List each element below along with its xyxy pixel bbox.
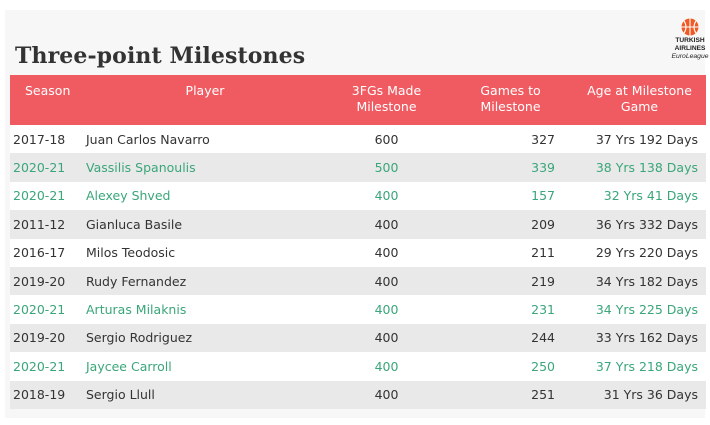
header-3fgs-made-line-2: Milestone bbox=[356, 99, 417, 114]
cell-games: 250 bbox=[531, 358, 555, 374]
cell-games: 209 bbox=[531, 216, 555, 232]
milestones-card: Three-point Milestones bbox=[5, 10, 705, 418]
cell-player: Sergio Rodriguez bbox=[86, 330, 192, 346]
cell-player: Alexey Shved bbox=[86, 188, 171, 204]
cell-player: Jaycee Carroll bbox=[86, 358, 172, 374]
cell-games: 157 bbox=[531, 188, 555, 204]
cell-age: 31 Yrs 36 Days bbox=[603, 387, 698, 403]
cell-player: Juan Carlos Navarro bbox=[86, 131, 210, 147]
table-row: 2020-21 Alexey Shved 400 157 32 Yrs 41 Days bbox=[10, 181, 706, 211]
cell-season: 2017-18 bbox=[13, 131, 66, 147]
cell-3fgs-made: 400 bbox=[374, 302, 399, 318]
table-header-row: Season Player 3FGs Made Milestone Games t… bbox=[10, 75, 706, 125]
euroleague-logo: TURKISH AIRLINES EuroLeague bbox=[670, 18, 710, 68]
table-row: 2017-18 Juan Carlos Navarro 600 327 37 Yrs 1… bbox=[10, 125, 706, 154]
page-title: Three-point Milestones bbox=[15, 43, 306, 69]
cell-age: 38 Yrs 138 Days bbox=[595, 160, 698, 176]
cell-games: 244 bbox=[531, 330, 555, 346]
cell-age: 36 Yrs 332 Days bbox=[595, 216, 698, 232]
cell-age: 34 Yrs 182 Days bbox=[595, 273, 698, 289]
cell-season: 2016-17 bbox=[13, 245, 66, 261]
cell-season: 2019-20 bbox=[13, 330, 66, 346]
cell-season: 2020-21 bbox=[13, 358, 66, 374]
table-row: 2020-21 Vassilis Spanoulis 500 339 38 Yrs 13… bbox=[10, 153, 706, 182]
cell-games: 339 bbox=[531, 160, 555, 176]
cell-season: 2020-21 bbox=[13, 160, 66, 176]
logo-line-2: AIRLINES bbox=[674, 45, 706, 52]
header-age-line-2: Game bbox=[620, 99, 659, 114]
header-age-at-milestone: Age at Milestone Game bbox=[573, 75, 706, 125]
cell-player: Milos Teodosic bbox=[86, 245, 176, 261]
table-row: 2011-12 Gianluca Basile 400 209 36 Yrs 332 D… bbox=[10, 210, 706, 239]
header-3fgs-made: 3FGs Made Milestone bbox=[325, 75, 448, 125]
cell-games: 251 bbox=[531, 387, 555, 403]
cell-age: 34 Yrs 225 Days bbox=[595, 302, 698, 318]
cell-3fgs-made: 400 bbox=[374, 358, 399, 374]
table-row: 2019-20 Sergio Rodriguez 400 244 33 Yrs 162 … bbox=[10, 323, 706, 353]
cell-player: Rudy Fernandez bbox=[86, 273, 187, 289]
cell-season: 2020-21 bbox=[13, 188, 66, 204]
cell-3fgs-made: 500 bbox=[374, 160, 399, 176]
cell-age: 37 Yrs 218 Days bbox=[595, 358, 698, 374]
cell-age: 37 Yrs 192 Days bbox=[595, 131, 698, 147]
cell-3fgs-made: 400 bbox=[374, 330, 399, 346]
cell-3fgs-made: 400 bbox=[374, 216, 399, 232]
cell-season: 2018-19 bbox=[13, 387, 66, 403]
cell-season: 2011-12 bbox=[13, 216, 66, 232]
cell-player: Sergio Llull bbox=[86, 387, 155, 403]
header-games-to-milestone: Games to Milestone bbox=[448, 75, 573, 125]
milestones-table: Season Player 3FGs Made Milestone Games t… bbox=[10, 75, 706, 409]
cell-3fgs-made: 400 bbox=[374, 245, 399, 261]
header-games-line-2: Milestone bbox=[480, 99, 541, 114]
cell-games: 219 bbox=[531, 273, 555, 289]
header-3fgs-made-line-1: 3FGs Made bbox=[351, 83, 422, 98]
header-age-line-1: Age at Milestone bbox=[587, 83, 692, 98]
cell-games: 327 bbox=[531, 131, 555, 147]
table-row: 2018-19 Sergio Llull 400 251 31 Yrs 36 Days bbox=[10, 380, 706, 409]
cell-3fgs-made: 600 bbox=[374, 131, 399, 147]
cell-games: 231 bbox=[531, 302, 555, 318]
table-row: 2020-21 Jaycee Carroll 400 250 37 Yrs 218 Da… bbox=[10, 352, 706, 381]
cell-age: 33 Yrs 162 Days bbox=[595, 330, 698, 346]
cell-player: Arturas Milaknis bbox=[86, 302, 187, 318]
cell-3fgs-made: 400 bbox=[374, 387, 399, 403]
cell-games: 211 bbox=[531, 245, 555, 261]
cell-age: 29 Yrs 220 Days bbox=[595, 245, 698, 261]
logo-line-1: TURKISH bbox=[675, 37, 705, 44]
table-row: 2020-21 Arturas Milaknis 400 231 34 Yrs 225 … bbox=[10, 295, 706, 324]
cell-season: 2020-21 bbox=[13, 302, 66, 318]
cell-3fgs-made: 400 bbox=[374, 273, 399, 289]
basketball-icon bbox=[681, 18, 699, 36]
header-games-line-1: Games to bbox=[480, 83, 541, 98]
cell-player: Vassilis Spanoulis bbox=[86, 160, 196, 176]
table-row: 2016-17 Milos Teodosic 400 211 29 Yrs 220 Da… bbox=[10, 238, 706, 267]
logo-line-3: EuroLeague bbox=[671, 53, 709, 60]
cell-player: Gianluca Basile bbox=[86, 216, 183, 232]
table-row: 2019-20 Rudy Fernandez 400 219 34 Yrs 182 Da… bbox=[10, 266, 706, 296]
cell-age: 32 Yrs 41 Days bbox=[603, 188, 698, 204]
cell-3fgs-made: 400 bbox=[374, 188, 399, 204]
cell-season: 2019-20 bbox=[13, 273, 66, 289]
header-player: Player bbox=[185, 83, 225, 98]
header-season: Season bbox=[25, 83, 71, 98]
